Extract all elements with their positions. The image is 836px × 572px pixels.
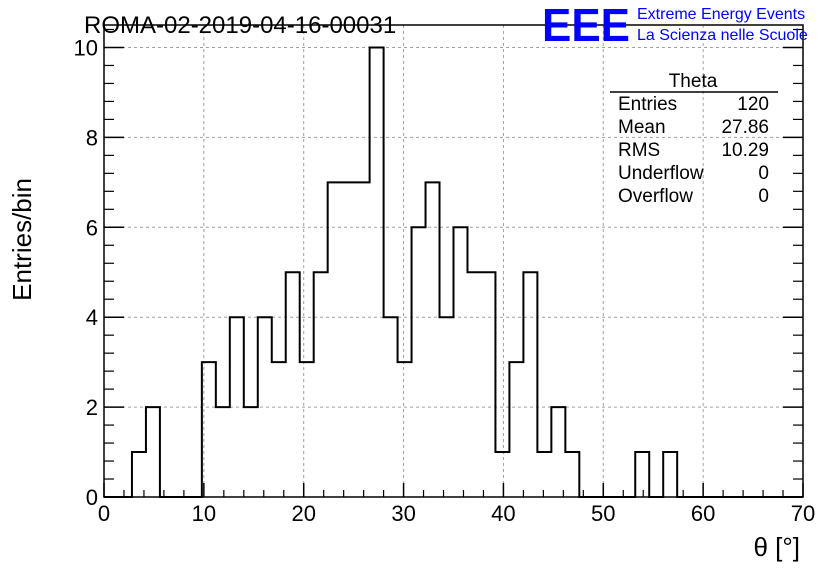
logo-line-2: La Scienza nelle Scuole — [637, 27, 808, 44]
histogram-bin — [216, 407, 230, 497]
histogram-bin — [314, 272, 328, 497]
histogram-bin — [244, 407, 258, 497]
stats-row-value: 120 — [737, 94, 769, 115]
histogram-bin — [272, 362, 286, 497]
chart-title: ROMA-02-2019-04-16-00031 — [84, 12, 396, 39]
stats-title: Theta — [669, 71, 718, 92]
plot-frame — [103, 24, 804, 498]
logo-line-1: Extreme Energy Events — [637, 6, 805, 23]
stats-row-label: Entries — [618, 94, 677, 115]
y-axis-label: Entries/bin — [7, 178, 37, 301]
stats-row-label: Underflow — [618, 163, 704, 184]
histogram-bin — [565, 452, 579, 497]
histogram-bin — [342, 182, 356, 497]
tick-labels: 0 10 20 30 40 50 60 70 0 2 4 6 8 10 — [74, 35, 816, 526]
histogram-bin — [370, 47, 384, 497]
y-tick-label: 10 — [74, 35, 98, 60]
y-tick-label: 4 — [86, 305, 98, 330]
stats-row-value: 0 — [758, 186, 769, 207]
y-tick-label: 6 — [86, 215, 98, 240]
logo-mark: EEE — [542, 0, 630, 51]
axes — [103, 24, 804, 498]
histogram-bin — [328, 182, 342, 497]
x-tick-label: 60 — [691, 501, 715, 526]
histogram-bin — [300, 362, 314, 497]
stats-row-value: 10.29 — [721, 140, 769, 161]
histogram-bin — [551, 407, 565, 497]
stats-row-value: 27.86 — [721, 117, 769, 138]
x-tick-label: 20 — [291, 501, 315, 526]
histogram-bin — [398, 362, 412, 497]
histogram-bin — [286, 272, 300, 497]
histogram-bin — [537, 452, 551, 497]
y-tick-label: 0 — [86, 485, 98, 510]
x-tick-label: 0 — [98, 501, 110, 526]
histogram-bin — [495, 452, 509, 497]
histogram-bin — [509, 362, 523, 497]
histogram-bin — [146, 407, 160, 497]
x-axis-label: θ [°] — [753, 532, 800, 562]
histogram-bin — [412, 227, 426, 497]
x-tick-label: 50 — [591, 501, 615, 526]
histogram-bin — [467, 272, 481, 497]
histogram-bin — [356, 182, 370, 497]
histogram-bin — [481, 272, 495, 497]
stats-row-value: 0 — [758, 163, 769, 184]
histogram-bin — [426, 182, 440, 497]
histogram-bin — [384, 317, 398, 497]
histogram-bin — [663, 452, 677, 497]
histogram-bin — [635, 452, 649, 497]
x-tick-label: 10 — [192, 501, 216, 526]
histogram-outline — [104, 46, 803, 498]
histogram-bin — [258, 317, 272, 497]
x-tick-label: 70 — [791, 501, 815, 526]
histogram-bin — [454, 227, 468, 497]
stats-box: Theta Entries 120 Mean 27.86 RMS 10.29 Underfl… — [610, 71, 778, 207]
y-tick-label: 2 — [86, 395, 98, 420]
eee-logo: EEE Extreme Energy Events La Scienza nel… — [542, 0, 808, 51]
x-tick-label: 40 — [491, 501, 515, 526]
stats-row-label: RMS — [618, 140, 660, 161]
y-tick-label: 8 — [86, 125, 98, 150]
stats-row-label: Overflow — [618, 186, 693, 207]
histogram-bin — [523, 272, 537, 497]
histogram-series — [104, 46, 803, 498]
stats-row-label: Mean — [618, 117, 666, 138]
x-tick-label: 30 — [391, 501, 415, 526]
